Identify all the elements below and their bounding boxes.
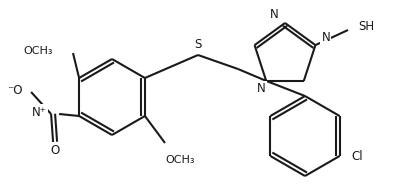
Text: OCH₃: OCH₃ <box>24 46 53 56</box>
Text: O: O <box>50 144 60 157</box>
Text: SH: SH <box>358 20 374 34</box>
Text: N⁺: N⁺ <box>32 106 47 119</box>
Text: N: N <box>257 82 266 95</box>
Text: N: N <box>321 31 330 44</box>
Text: ⁻O: ⁻O <box>7 84 23 96</box>
Text: Cl: Cl <box>352 150 363 163</box>
Text: N: N <box>270 8 279 21</box>
Text: S: S <box>194 38 202 52</box>
Text: OCH₃: OCH₃ <box>165 155 195 165</box>
